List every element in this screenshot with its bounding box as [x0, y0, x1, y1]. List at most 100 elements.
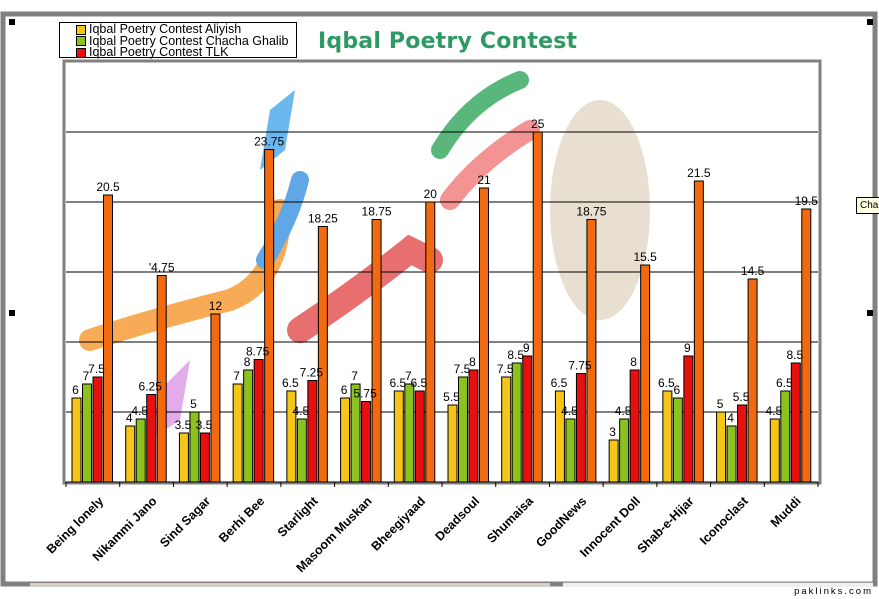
- data-label: 3: [609, 425, 616, 439]
- bar-total: [693, 180, 704, 483]
- bar-series-0: [769, 418, 780, 483]
- tooltip: Cha: [856, 197, 879, 214]
- legend-swatch-tlk: [76, 47, 86, 58]
- bar-total: [210, 313, 221, 483]
- legend-item: Iqbal Poetry Contest Aliyish: [76, 23, 296, 36]
- data-label: 18.25: [308, 212, 338, 226]
- data-label: 7.75: [568, 359, 592, 373]
- data-label: 18.75: [362, 205, 392, 219]
- bar-series-0: [232, 383, 243, 483]
- legend-swatch-chacha-ghalib: [76, 36, 86, 47]
- legend-swatch-aliyish: [76, 24, 86, 35]
- legend-label: Iqbal Poetry Contest Chacha Ghalib: [89, 33, 289, 48]
- legend-label: Iqbal Poetry Contest TLK: [89, 45, 229, 59]
- data-label: 5.5: [733, 390, 750, 404]
- data-label: 6.5: [389, 376, 406, 390]
- resize-handle[interactable]: [867, 19, 873, 25]
- bar-series-2: [361, 401, 372, 483]
- bar-total: [801, 208, 812, 483]
- bar-series-1: [135, 418, 146, 483]
- bar-series-0: [608, 439, 619, 483]
- data-label: 14.5: [741, 264, 765, 278]
- data-label: 23.75: [254, 135, 284, 149]
- bar-series-0: [447, 404, 458, 483]
- data-label: 4.5: [765, 404, 782, 418]
- bar-series-2: [253, 359, 264, 483]
- watermark: paklinks.com: [794, 586, 873, 597]
- bar-series-0: [501, 376, 512, 483]
- horizontal-scrollbar[interactable]: [30, 582, 550, 587]
- bar-total: [747, 278, 758, 483]
- bar-series-1: [458, 376, 468, 483]
- data-label: 6: [72, 383, 79, 397]
- bar-series-0: [178, 432, 189, 483]
- data-label: 5: [717, 397, 724, 411]
- data-label: 18.75: [576, 205, 606, 219]
- bar-series-2: [522, 355, 533, 483]
- x-axis: [65, 481, 819, 487]
- data-label: 7.5: [88, 362, 105, 376]
- bar-series-0: [340, 397, 351, 483]
- data-label: 4.5: [615, 404, 632, 418]
- bar-series-2: [199, 432, 210, 483]
- data-label: 6.5: [282, 376, 299, 390]
- bar-series-2: [146, 394, 157, 483]
- bar-series-1: [511, 362, 522, 483]
- bar-total: [371, 219, 382, 483]
- bar-series-1: [82, 383, 92, 483]
- bar-series-2: [468, 369, 479, 483]
- bar-series-1: [672, 397, 683, 483]
- bar-series-1: [296, 418, 307, 483]
- data-label: 6.5: [658, 376, 675, 390]
- data-label: '4.75: [149, 261, 175, 275]
- legend-item: Iqbal Poetry Contest Chacha Ghalib: [76, 33, 296, 48]
- legend-item: Iqbal Poetry Contest TLK: [76, 45, 296, 59]
- resize-handle[interactable]: [9, 19, 15, 25]
- bar-series-2: [307, 380, 318, 483]
- data-label: 4.5: [131, 404, 148, 418]
- data-label: 6.5: [551, 376, 568, 390]
- bar-total: [586, 219, 597, 483]
- data-label: 7: [83, 369, 90, 383]
- bar-total: [317, 226, 328, 483]
- legend: Iqbal Poetry Contest Aliyish Iqbal Poetr…: [59, 22, 297, 58]
- bar-series-2: [737, 404, 748, 483]
- resize-handle[interactable]: [9, 310, 15, 316]
- data-label: 9: [523, 341, 530, 355]
- data-label: 4.5: [293, 404, 310, 418]
- bar-series-0: [393, 390, 404, 483]
- data-label: 20: [424, 187, 438, 201]
- bar-series-1: [565, 418, 576, 483]
- bar-series-1: [726, 425, 737, 483]
- data-label: 8: [469, 355, 476, 369]
- data-label: 9: [684, 341, 691, 355]
- data-label: 7.5: [497, 362, 514, 376]
- data-label: 19.5: [795, 194, 819, 208]
- data-label: 4: [126, 411, 133, 425]
- bar-total: [103, 194, 113, 483]
- bar-series-1: [243, 369, 254, 483]
- data-label: 6.5: [410, 376, 427, 390]
- bar-total: [532, 131, 543, 483]
- data-label: 3.5: [196, 418, 213, 432]
- data-label: 25: [531, 117, 545, 131]
- data-label: 4: [727, 411, 734, 425]
- bar-series-2: [683, 355, 694, 483]
- data-label: 12: [209, 299, 223, 313]
- data-label: 6: [341, 383, 348, 397]
- data-label: 8.75: [246, 345, 270, 359]
- data-label: 7: [405, 369, 412, 383]
- data-label: 21: [477, 173, 491, 187]
- data-label: 7: [233, 369, 240, 383]
- resize-handle[interactable]: [867, 310, 873, 316]
- data-label: 15.5: [633, 250, 657, 264]
- bar-series-0: [662, 390, 673, 483]
- data-label: 4.5: [561, 404, 578, 418]
- data-label: 5.75: [353, 387, 377, 401]
- horizontal-scrollbar-track[interactable]: [563, 582, 873, 587]
- data-label: 7.5: [454, 362, 471, 376]
- bar-total: [479, 187, 489, 483]
- data-label: 6.25: [139, 380, 163, 394]
- data-label: 7: [351, 369, 358, 383]
